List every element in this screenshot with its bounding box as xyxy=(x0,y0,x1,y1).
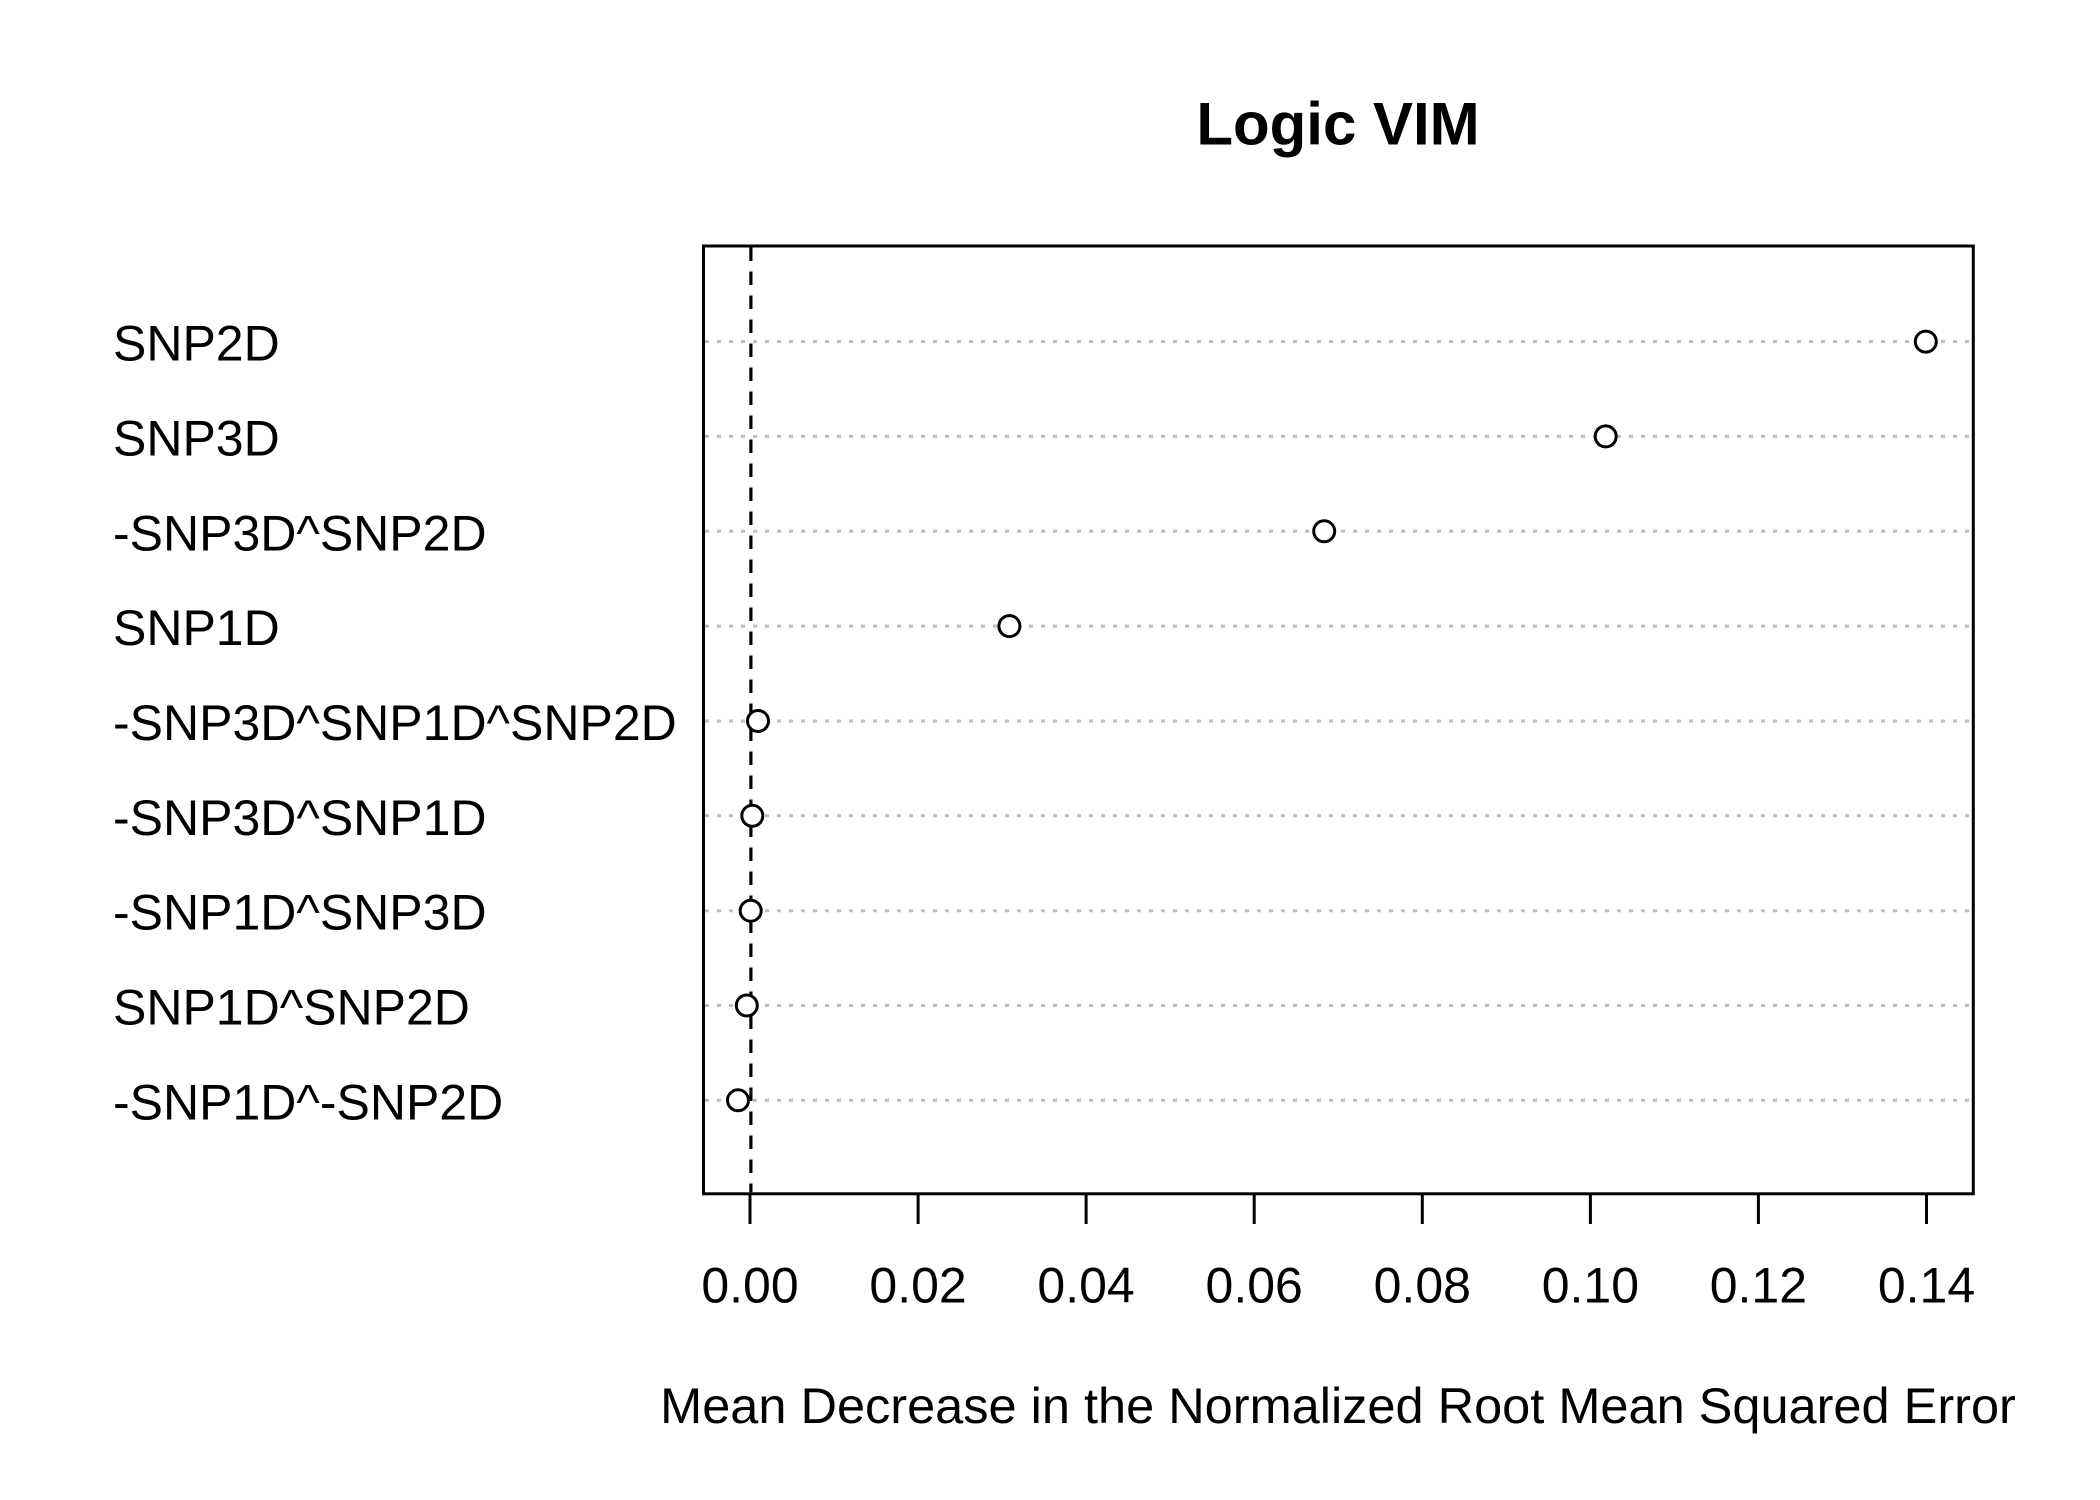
svg-text:-SNP3D^SNP2D: -SNP3D^SNP2D xyxy=(113,505,487,561)
svg-text:SNP1D^SNP2D: SNP1D^SNP2D xyxy=(113,980,470,1036)
svg-text:0.06: 0.06 xyxy=(1206,1258,1303,1314)
svg-text:SNP1D: SNP1D xyxy=(113,600,280,656)
svg-text:0.08: 0.08 xyxy=(1374,1258,1471,1314)
svg-text:0.12: 0.12 xyxy=(1710,1258,1807,1314)
svg-text:-SNP3D^SNP1D: -SNP3D^SNP1D xyxy=(113,790,487,846)
svg-text:SNP2D: SNP2D xyxy=(113,316,280,372)
svg-text:Mean Decrease in the Normalize: Mean Decrease in the Normalized Root Mea… xyxy=(660,1377,2016,1434)
svg-text:-SNP1D^SNP3D: -SNP1D^SNP3D xyxy=(113,885,487,941)
svg-text:0.04: 0.04 xyxy=(1037,1258,1134,1314)
svg-text:0.00: 0.00 xyxy=(701,1258,798,1314)
svg-text:0.02: 0.02 xyxy=(869,1258,966,1314)
svg-text:0.14: 0.14 xyxy=(1878,1258,1975,1314)
svg-text:0.10: 0.10 xyxy=(1542,1258,1639,1314)
svg-text:-SNP3D^SNP1D^SNP2D: -SNP3D^SNP1D^SNP2D xyxy=(113,695,677,751)
svg-text:-SNP1D^-SNP2D: -SNP1D^-SNP2D xyxy=(113,1074,503,1130)
svg-text:SNP3D: SNP3D xyxy=(113,410,280,466)
svg-text:Logic VIM: Logic VIM xyxy=(1196,91,1479,158)
